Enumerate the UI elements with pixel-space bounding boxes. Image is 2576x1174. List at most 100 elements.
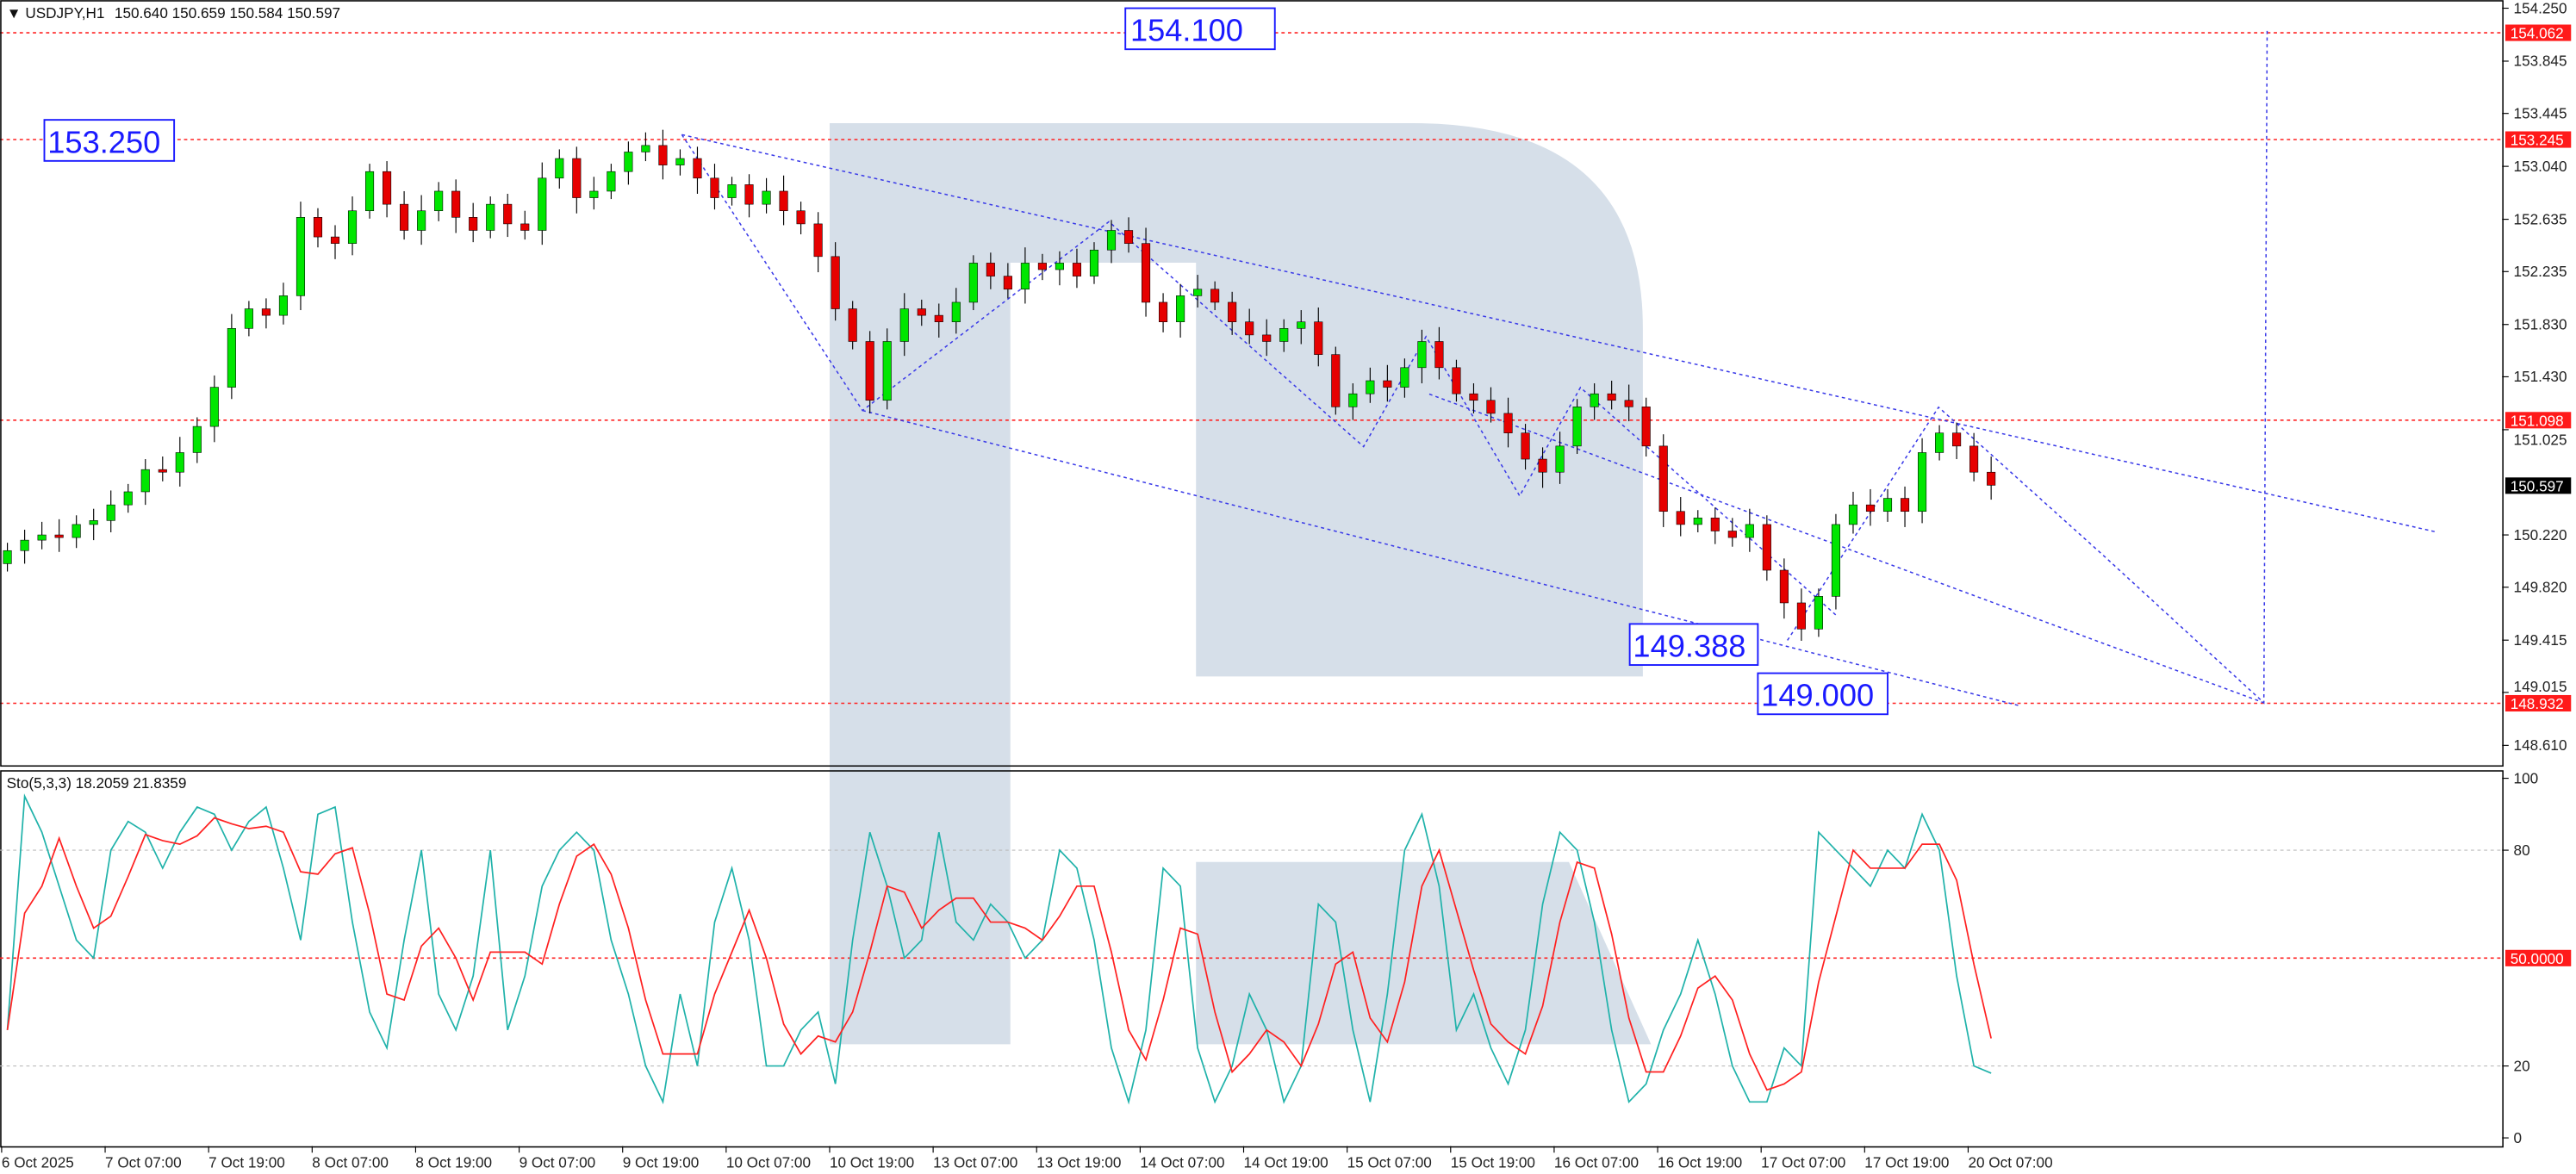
candle-body bbox=[865, 341, 874, 401]
candle bbox=[1469, 383, 1478, 413]
candle-body bbox=[106, 504, 115, 521]
candle bbox=[175, 437, 184, 487]
candle-body bbox=[1297, 321, 1306, 329]
candle bbox=[538, 162, 547, 245]
candle-body bbox=[1745, 524, 1754, 538]
annotation-153-250: 153.250 bbox=[43, 119, 176, 162]
level-tag-label: 151.098 bbox=[2511, 412, 2564, 429]
candle-body bbox=[20, 539, 29, 551]
candle bbox=[503, 194, 513, 238]
candle bbox=[727, 177, 737, 206]
candle bbox=[1417, 329, 1427, 384]
candle-body bbox=[986, 263, 995, 276]
candle bbox=[1935, 425, 1944, 461]
candle bbox=[624, 141, 633, 185]
candle bbox=[1366, 367, 1375, 403]
candle bbox=[278, 283, 288, 325]
candle bbox=[1383, 364, 1392, 402]
candle-body bbox=[3, 550, 12, 564]
stochastic-lines bbox=[6, 793, 1992, 1105]
candle bbox=[831, 242, 840, 321]
price-tick: 151.430 bbox=[2514, 368, 2567, 385]
level-tag-label: 154.062 bbox=[2511, 25, 2564, 42]
candle-body bbox=[486, 203, 495, 231]
candle bbox=[1779, 558, 1789, 619]
candle bbox=[1020, 247, 1030, 304]
candle bbox=[106, 490, 115, 533]
candle-body bbox=[951, 301, 961, 322]
candle bbox=[796, 202, 806, 235]
price-tick: 151.830 bbox=[2514, 315, 2567, 332]
candle bbox=[779, 175, 788, 226]
price-tick: 153.445 bbox=[2514, 104, 2567, 121]
candle bbox=[1796, 588, 1806, 641]
candle-body bbox=[1848, 504, 1858, 525]
candle-body bbox=[1486, 400, 1496, 414]
candle bbox=[848, 301, 857, 350]
level-tag-label: 148.932 bbox=[2511, 695, 2564, 712]
current-price-tag bbox=[2505, 477, 2572, 494]
time-axis[interactable]: 6 Oct 2025 7 Oct 07:00 7 Oct 19:00 8 Oct 07… bbox=[1, 1146, 2053, 1171]
candle bbox=[934, 303, 943, 338]
candle-body bbox=[1210, 289, 1220, 303]
stoch-tick: 20 bbox=[2514, 1057, 2530, 1074]
candle-body bbox=[813, 223, 823, 258]
candle-body bbox=[710, 177, 719, 198]
candle bbox=[951, 288, 961, 334]
candle bbox=[1762, 515, 1771, 581]
candle bbox=[762, 177, 771, 214]
candle-body bbox=[1555, 445, 1565, 473]
candle-body bbox=[624, 152, 633, 172]
candle-body bbox=[261, 308, 271, 316]
candle-body bbox=[1900, 498, 1910, 512]
candle bbox=[140, 459, 150, 506]
candle bbox=[1262, 319, 1272, 357]
time-tick: 17 Oct 07:00 bbox=[1761, 1153, 1845, 1171]
candle-body bbox=[278, 295, 288, 316]
zigzag-line bbox=[681, 134, 1838, 617]
candle-body bbox=[1417, 341, 1427, 369]
candle-body bbox=[848, 308, 857, 342]
candle bbox=[1486, 387, 1496, 423]
price-tick: 149.015 bbox=[2514, 678, 2567, 695]
candle bbox=[693, 146, 702, 195]
candle bbox=[54, 519, 64, 552]
svg-text:149.000: 149.000 bbox=[1761, 678, 1874, 713]
candle-body bbox=[1882, 498, 1893, 512]
candle bbox=[865, 331, 874, 413]
candle bbox=[1693, 510, 1702, 533]
candle-body bbox=[796, 210, 806, 225]
candle-body bbox=[1176, 295, 1185, 322]
candle bbox=[486, 196, 495, 239]
candle bbox=[434, 182, 444, 221]
price-tick: 154.250 bbox=[2514, 0, 2567, 16]
candle-body bbox=[1262, 334, 1272, 342]
price-tick: 149.820 bbox=[2514, 578, 2567, 595]
candle bbox=[20, 529, 29, 564]
candle-body bbox=[968, 263, 978, 303]
candle-body bbox=[1331, 354, 1341, 407]
candle-body bbox=[175, 452, 184, 473]
candle bbox=[1969, 432, 1979, 481]
price-tick: 148.610 bbox=[2514, 736, 2567, 754]
candle-body bbox=[693, 158, 702, 179]
candle bbox=[296, 202, 306, 311]
candle bbox=[1590, 383, 1599, 420]
candle-body bbox=[1641, 407, 1651, 447]
candle bbox=[1641, 397, 1651, 457]
candle-body bbox=[1727, 531, 1737, 538]
candle bbox=[192, 417, 202, 463]
candle-body bbox=[227, 328, 236, 388]
dropdown-icon[interactable]: ▼ bbox=[7, 4, 26, 22]
level-tag bbox=[2505, 694, 2572, 712]
candle bbox=[1245, 308, 1254, 345]
candle-body bbox=[434, 190, 444, 212]
candle-body bbox=[744, 184, 754, 205]
price-axis[interactable]: 154.250 153.845 153.445 153.040 152.635 152.2… bbox=[2502, 0, 2572, 754]
candle bbox=[1297, 310, 1306, 345]
candle bbox=[1055, 251, 1064, 286]
channel-bottom-line bbox=[862, 409, 2021, 707]
forecast-line bbox=[1787, 29, 2268, 705]
price-tick: 150.220 bbox=[2514, 526, 2567, 544]
